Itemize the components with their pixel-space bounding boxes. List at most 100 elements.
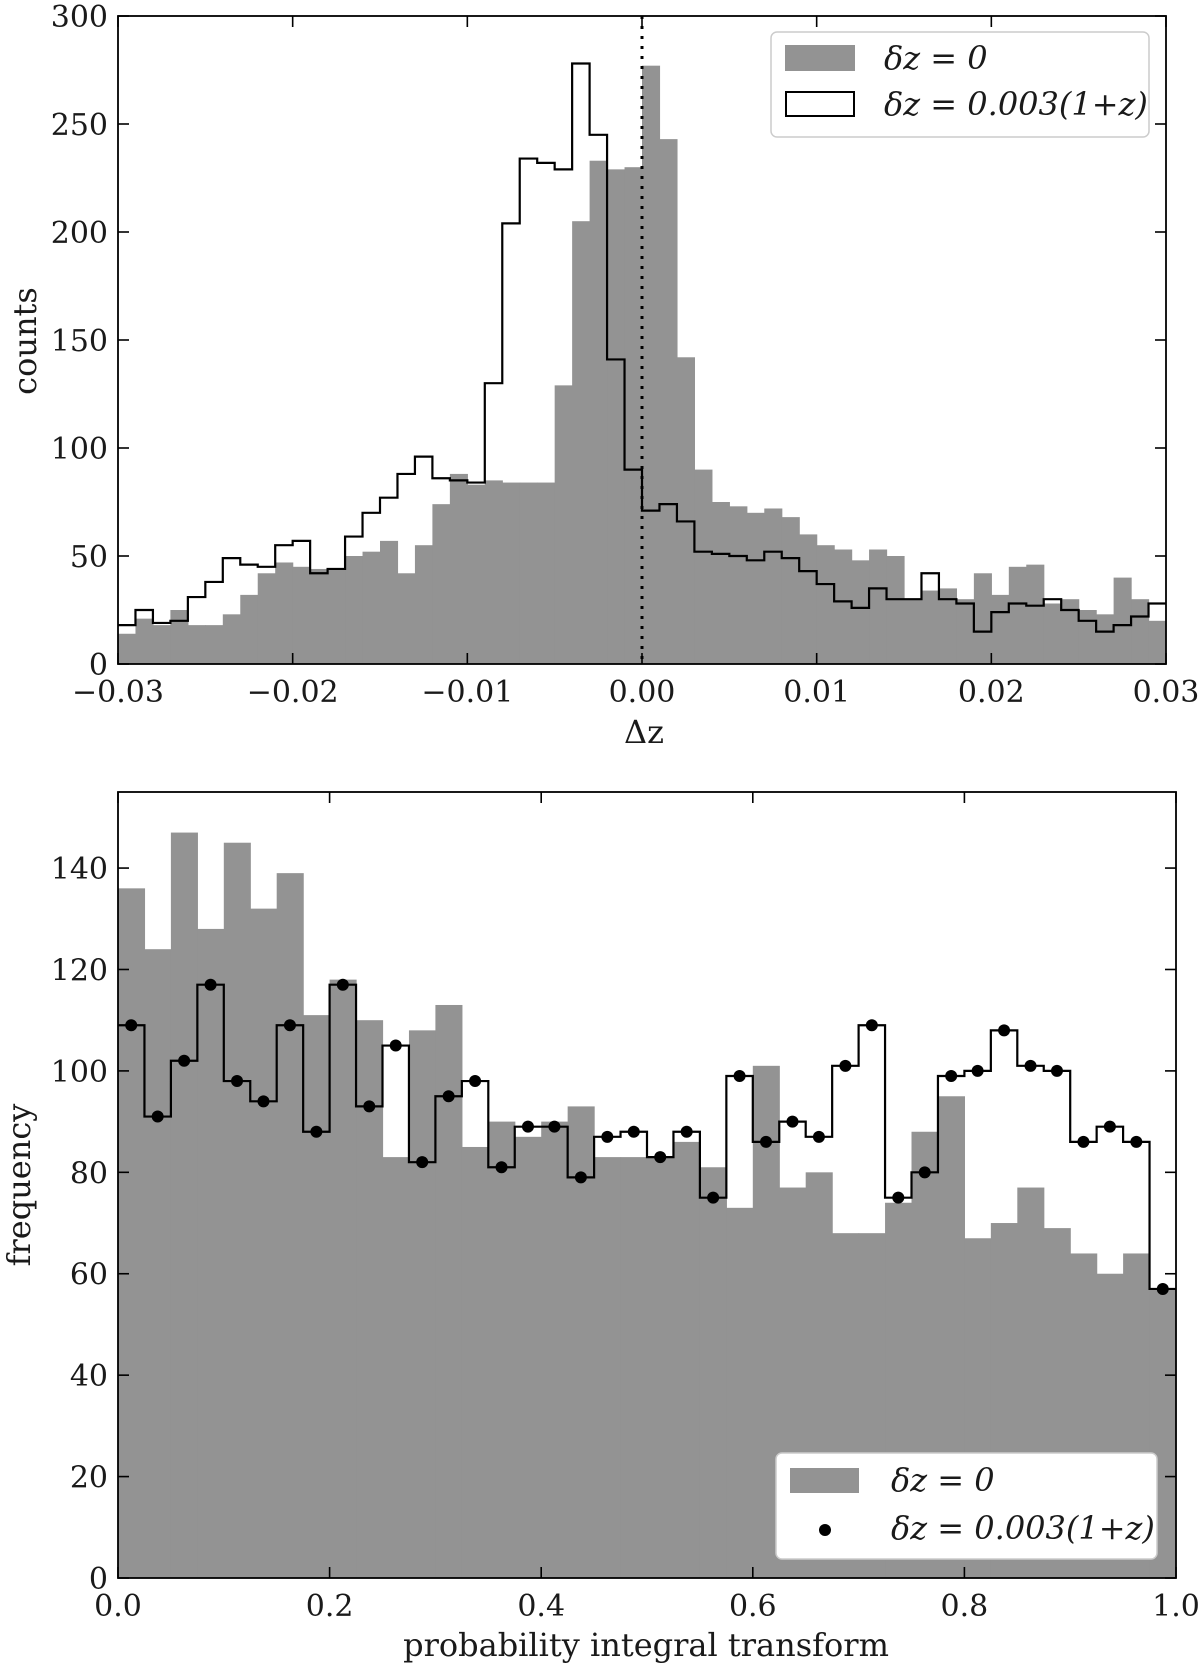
histogram-bar: [673, 1141, 701, 1578]
histogram-bar: [541, 1121, 569, 1578]
histogram-bar: [1043, 603, 1062, 664]
x-tick-label: −0.02: [247, 675, 339, 710]
data-point: [627, 1125, 640, 1138]
data-point: [786, 1115, 799, 1128]
histogram-bar: [170, 610, 189, 664]
x-axis-ticks: −0.03 −0.02 −0.01 0.00 0.01 0.02 0.03: [72, 16, 1199, 710]
histogram-bar: [729, 506, 748, 664]
histogram-bar: [816, 545, 835, 664]
histogram-bar: [380, 540, 399, 664]
x-tick-label: −0.01: [421, 675, 513, 710]
step-histogram-points: [125, 978, 1169, 1295]
plot-frame: [117, 791, 1177, 1579]
legend-swatch-filled: [790, 1468, 859, 1493]
histogram-bar: [699, 1167, 727, 1578]
data-point: [998, 1024, 1011, 1037]
data-point: [204, 978, 217, 991]
histogram-bar: [1026, 564, 1045, 664]
data-point: [654, 1151, 667, 1164]
histogram-bar: [1131, 599, 1150, 664]
histogram-bar: [694, 469, 713, 664]
histogram-bar: [1061, 599, 1080, 664]
x-tick-label: 0.03: [1133, 675, 1200, 710]
histogram-bar: [1078, 610, 1097, 664]
data-point: [336, 978, 349, 991]
histogram-bar: [799, 534, 818, 664]
histogram-bar: [904, 599, 923, 664]
legend-swatch-filled: [785, 45, 855, 71]
histogram-bar: [144, 949, 172, 1578]
legend: δz = 0 δz = 0.003(1+z): [770, 31, 1150, 138]
top-histogram-panel: −0.03 −0.02 −0.01 0.00 0.01 0.02 0.03 0 50 100 15…: [6, 0, 1199, 751]
data-point: [151, 1110, 164, 1123]
histogram-bar: [205, 625, 224, 664]
data-point: [442, 1090, 455, 1103]
x-tick-label: 0.02: [958, 675, 1025, 710]
data-point: [389, 1039, 402, 1052]
x-tick-label: 0.6: [729, 1589, 777, 1624]
histogram-bar: [135, 618, 154, 664]
histogram-bar: [991, 594, 1010, 664]
y-axis-label: frequency: [0, 1104, 38, 1267]
histogram-bar: [711, 502, 730, 664]
x-axis-ticks: 0.0 0.2 0.4 0.6 0.8 1.0: [94, 792, 1200, 1624]
x-tick-label: 0.0: [94, 1589, 142, 1624]
data-point: [495, 1161, 508, 1174]
histogram-bar: [956, 599, 975, 664]
y-tick-label: 140: [51, 852, 108, 887]
histogram-bar: [382, 1157, 410, 1578]
data-point: [865, 1019, 878, 1032]
histogram-bar: [276, 873, 304, 1578]
histogram-bar: [514, 1136, 542, 1578]
histogram-bar: [921, 590, 940, 664]
histogram-bar: [851, 560, 870, 664]
x-tick-label: 0.01: [783, 675, 850, 710]
histogram-bar: [589, 160, 608, 664]
y-tick-label: 100: [51, 432, 108, 467]
data-point: [310, 1125, 323, 1138]
histogram-bar: [537, 482, 556, 664]
data-point: [601, 1130, 614, 1143]
x-tick-label: 0.2: [306, 1589, 354, 1624]
histogram-bar: [303, 1015, 331, 1578]
data-point: [892, 1191, 905, 1204]
x-tick-label: 0.8: [941, 1589, 989, 1624]
histogram-bar: [938, 588, 957, 664]
histogram-bar: [1148, 620, 1167, 664]
histogram-bar: [484, 480, 503, 664]
legend-box: [770, 31, 1150, 138]
data-point: [178, 1054, 191, 1067]
data-point: [812, 1130, 825, 1143]
data-point: [971, 1064, 984, 1077]
histogram-bar: [356, 1020, 384, 1578]
histogram-bar: [726, 1207, 754, 1578]
histogram-bar: [488, 1121, 516, 1578]
histogram-bar: [449, 473, 468, 664]
data-point: [574, 1171, 587, 1184]
step-histogram-outline: [118, 62, 1166, 633]
x-tick-label: −0.03: [72, 675, 164, 710]
data-point: [945, 1069, 958, 1082]
data-point: [839, 1059, 852, 1072]
data-point: [125, 1019, 138, 1032]
y-tick-label: 80: [70, 1156, 108, 1191]
data-point: [1050, 1064, 1063, 1077]
y-tick-label: 40: [70, 1359, 108, 1394]
y-tick-label: 200: [51, 216, 108, 251]
histogram-bar: [467, 484, 486, 664]
histogram-bar: [764, 508, 783, 664]
histogram-bar: [257, 573, 276, 664]
histogram-bar: [240, 594, 259, 664]
legend-swatch-step: [785, 91, 855, 117]
y-tick-label: 150: [51, 324, 108, 359]
data-point: [257, 1095, 270, 1108]
data-point: [363, 1100, 376, 1113]
step-histogram-outline: [118, 983, 1176, 1291]
histogram-bar: [659, 139, 678, 664]
histogram-bar: [886, 556, 905, 664]
data-point: [707, 1191, 720, 1204]
histogram-bar: [519, 482, 538, 664]
histogram-bar: [624, 167, 643, 664]
histogram-bar: [869, 549, 888, 664]
histogram-bar: [310, 568, 329, 664]
